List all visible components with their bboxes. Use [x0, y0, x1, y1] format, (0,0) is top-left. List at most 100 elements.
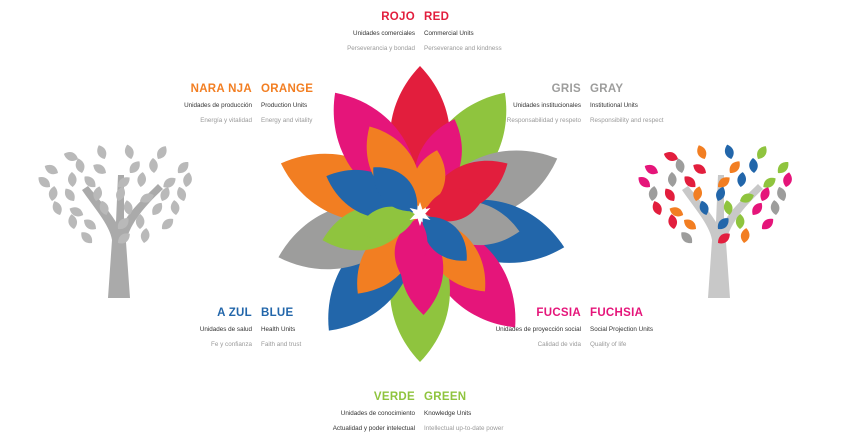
right-tree-leaf: [770, 200, 780, 215]
right-tree-leaf: [740, 193, 754, 203]
right-tree-leaf: [693, 164, 706, 174]
right-tree-leaf: [752, 202, 763, 215]
flower-inner-petal-2: [423, 188, 484, 222]
left-tree-leaf: [68, 214, 78, 229]
left-tree-leaf: [84, 219, 97, 230]
blue-spanish-unit: Unidades de salud: [199, 326, 252, 333]
fuchsia-spanish-value: Calidad de vida: [537, 341, 581, 348]
gray-english-unit: Institutional Units: [590, 102, 638, 109]
orange-english-value: Energy and vitality: [261, 117, 313, 124]
right-tree-leaf: [729, 161, 740, 174]
fuchsia-spanish-unit: Unidades de proyección social: [495, 326, 581, 333]
blue-spanish: A ZUL Unidades de salud Fe y confianza: [137, 306, 252, 349]
right-tree-leaf: [644, 164, 658, 175]
red-spanish-value: Perseverancia y bondad: [347, 45, 415, 52]
right-tree-leaf: [684, 219, 697, 230]
green-spanish-unit: Unidades de conocimiento: [340, 410, 415, 417]
right-tree-leaf: [693, 186, 703, 201]
left-tree-leaf: [97, 145, 107, 159]
green-english: GREEN Knowledge Units Intellectual up-to…: [424, 390, 539, 433]
blue-spanish-value: Fe y confianza: [211, 341, 252, 348]
left-tree-leaf: [163, 177, 176, 188]
right-tree-leaf: [740, 228, 750, 243]
left-tree-leaf: [152, 202, 163, 215]
right-tree-leaf: [716, 186, 725, 201]
right-tree-leaf: [735, 214, 745, 229]
left-tree-leaf: [170, 200, 180, 215]
left-tree-leaf: [160, 187, 170, 201]
left-tree-leaf: [183, 172, 192, 187]
flower-inner-petal-4: [394, 217, 428, 278]
gray-spanish-value: Responsabilidad y respeto: [506, 117, 581, 124]
left-tree-gray: [38, 144, 192, 298]
blue-english: BLUE Health Units Faith and trust: [261, 306, 376, 349]
left-tree-leaf: [81, 232, 93, 244]
right-tree-leaf: [664, 188, 675, 201]
right-tree-leaf: [757, 146, 767, 159]
left-tree-leaf: [161, 218, 174, 230]
left-tree-leaf: [44, 164, 58, 175]
orange-spanish: NARA NJA Unidades de producción Energía …: [137, 82, 252, 125]
right-tree-leaf: [777, 162, 789, 174]
flower-inner-petal-3: [422, 216, 467, 261]
flower-inner-petal-5: [356, 206, 417, 240]
left-tree-leaf: [140, 193, 154, 203]
fuchsia-spanish-title: FUCSIA: [536, 307, 581, 319]
red-spanish-unit: Unidades comerciales: [353, 30, 415, 37]
right-tree-leaf: [760, 187, 770, 201]
red-english: RED Commercial Units Perseverance and ki…: [424, 10, 539, 53]
left-tree-leaf: [116, 186, 125, 201]
left-tree-leaf: [64, 188, 75, 201]
green-spanish-title: VERDE: [373, 391, 415, 403]
right-tree-leaf: [669, 207, 684, 217]
blue-spanish-title: A ZUL: [217, 307, 252, 319]
orange-spanish-title: NARA NJA: [190, 83, 252, 95]
left-tree-leaf: [123, 200, 133, 215]
right-tree-leaf: [681, 232, 693, 244]
left-tree-leaf: [140, 228, 150, 243]
fuchsia-english-title: FUCHSIA: [590, 307, 644, 319]
left-tree-leaf: [137, 172, 146, 187]
left-tree-leaf: [84, 176, 96, 188]
left-tree-leaf: [38, 177, 51, 188]
red-english-value: Perseverance and kindness: [424, 45, 502, 52]
orange-english-title: ORANGE: [261, 83, 314, 95]
right-tree-leaf: [723, 200, 733, 215]
left-tree-leaf: [93, 186, 103, 201]
right-tree-leaf: [761, 218, 774, 230]
gray-english-value: Responsibility and respect: [590, 117, 664, 124]
flower-inner-petal-6: [373, 167, 418, 212]
flower-inner-petal-1: [412, 150, 446, 211]
blue-english-value: Faith and trust: [261, 341, 302, 348]
right-tree-leaf: [724, 144, 734, 159]
red-english-unit: Commercial Units: [424, 30, 474, 37]
right-tree-leaf: [717, 218, 729, 230]
left-tree-leaf: [157, 146, 167, 159]
left-tree-leaf: [129, 161, 140, 174]
gray-spanish-unit: Unidades institucionales: [513, 102, 581, 109]
gray-spanish-title: GRIS: [551, 83, 581, 95]
red-english-title: RED: [424, 11, 450, 23]
left-tree-leaf: [135, 214, 145, 229]
fuchsia-english-value: Quality of life: [590, 341, 627, 348]
right-tree-leaf: [667, 172, 677, 187]
green-spanish: VERDE Unidades de conocimiento Actualida…: [300, 390, 415, 433]
right-tree-leaf: [663, 152, 678, 161]
right-tree-leaf: [638, 177, 651, 188]
fuchsia-english-unit: Social Projection Units: [590, 326, 653, 333]
green-english-value: Intellectual up-to-date power: [424, 425, 504, 432]
right-tree-colorful: [638, 144, 792, 298]
left-tree-leaf: [117, 218, 129, 230]
fuchsia-spanish: FUCSIA Unidades de proyección social Cal…: [466, 306, 581, 349]
left-tree-leaf: [52, 201, 62, 215]
left-tree-leaf: [177, 186, 187, 201]
green-english-title: GREEN: [424, 391, 467, 403]
orange-english-unit: Production Units: [261, 102, 308, 109]
left-tree-leaf: [75, 158, 85, 173]
right-tree-leaf: [652, 201, 662, 215]
right-tree-leaf: [697, 145, 707, 159]
left-tree-leaf: [69, 207, 84, 217]
central-flower: [278, 66, 565, 362]
right-tree-leaf: [717, 177, 730, 188]
right-tree-leaf: [737, 172, 746, 187]
